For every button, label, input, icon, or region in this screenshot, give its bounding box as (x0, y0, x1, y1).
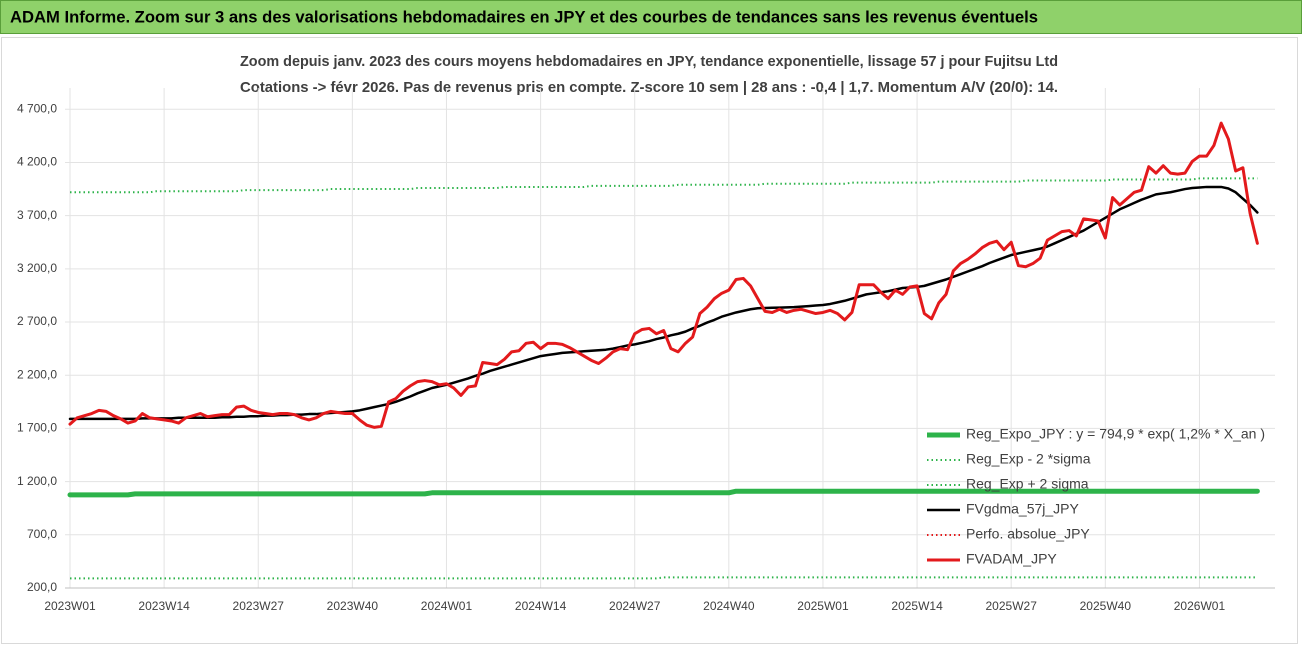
chart-title: ADAM Informe. Zoom sur 3 ans des valoris… (10, 7, 1038, 26)
series-line (70, 177, 1258, 194)
x-tick-label: 2025W14 (891, 599, 943, 613)
x-tick-label: 2025W01 (797, 599, 849, 613)
series-line (67, 488, 1260, 498)
subtitle: Zoom depuis janv. 2023 des cours moyens … (240, 53, 1058, 70)
x-tick-label: 2023W27 (233, 599, 285, 613)
legend-label: Reg_Expo_JPY : y = 794,9 * exp( 1,2% * X… (966, 426, 1265, 442)
legend-label: Reg_Exp + 2 sigma (966, 476, 1089, 492)
y-tick-label: 2 700,0 (17, 314, 57, 328)
y-tick-label: 2 200,0 (17, 367, 57, 381)
y-tick-label: 4 700,0 (17, 101, 57, 115)
x-tick-label: 2024W27 (609, 599, 661, 613)
series-line (68, 121, 1259, 429)
y-tick-label: 3 200,0 (17, 261, 57, 275)
legend-label: Perfo. absolue_JPY (966, 526, 1090, 542)
header-bar (0, 0, 1302, 34)
series-line (68, 185, 1259, 421)
x-tick-label: 2025W27 (986, 599, 1038, 613)
legend-label: Reg_Exp - 2 *sigma (966, 451, 1091, 467)
y-tick-label: 3 700,0 (17, 208, 57, 222)
y-tick-label: 4 200,0 (17, 155, 57, 169)
x-tick-label: 2024W01 (421, 599, 473, 613)
subtitle: Cotations -> févr 2026. Pas de revenus p… (240, 79, 1058, 96)
x-tick-label: 2023W01 (44, 599, 96, 613)
x-tick-label: 2024W14 (515, 599, 567, 613)
x-tick-label: 2023W14 (138, 599, 190, 613)
y-tick-label: 200,0 (27, 580, 57, 594)
x-tick-label: 2026W01 (1174, 599, 1226, 613)
legend-label: FVADAM_JPY (966, 551, 1057, 567)
x-tick-label: 2025W40 (1080, 599, 1132, 613)
x-tick-label: 2023W40 (327, 599, 379, 613)
y-tick-label: 1 200,0 (17, 474, 57, 488)
x-tick-label: 2024W40 (703, 599, 755, 613)
chart-border (1, 37, 1298, 644)
y-tick-label: 1 700,0 (17, 421, 57, 435)
y-tick-label: 700,0 (27, 527, 57, 541)
legend-label: FVgdma_57j_JPY (966, 501, 1080, 517)
